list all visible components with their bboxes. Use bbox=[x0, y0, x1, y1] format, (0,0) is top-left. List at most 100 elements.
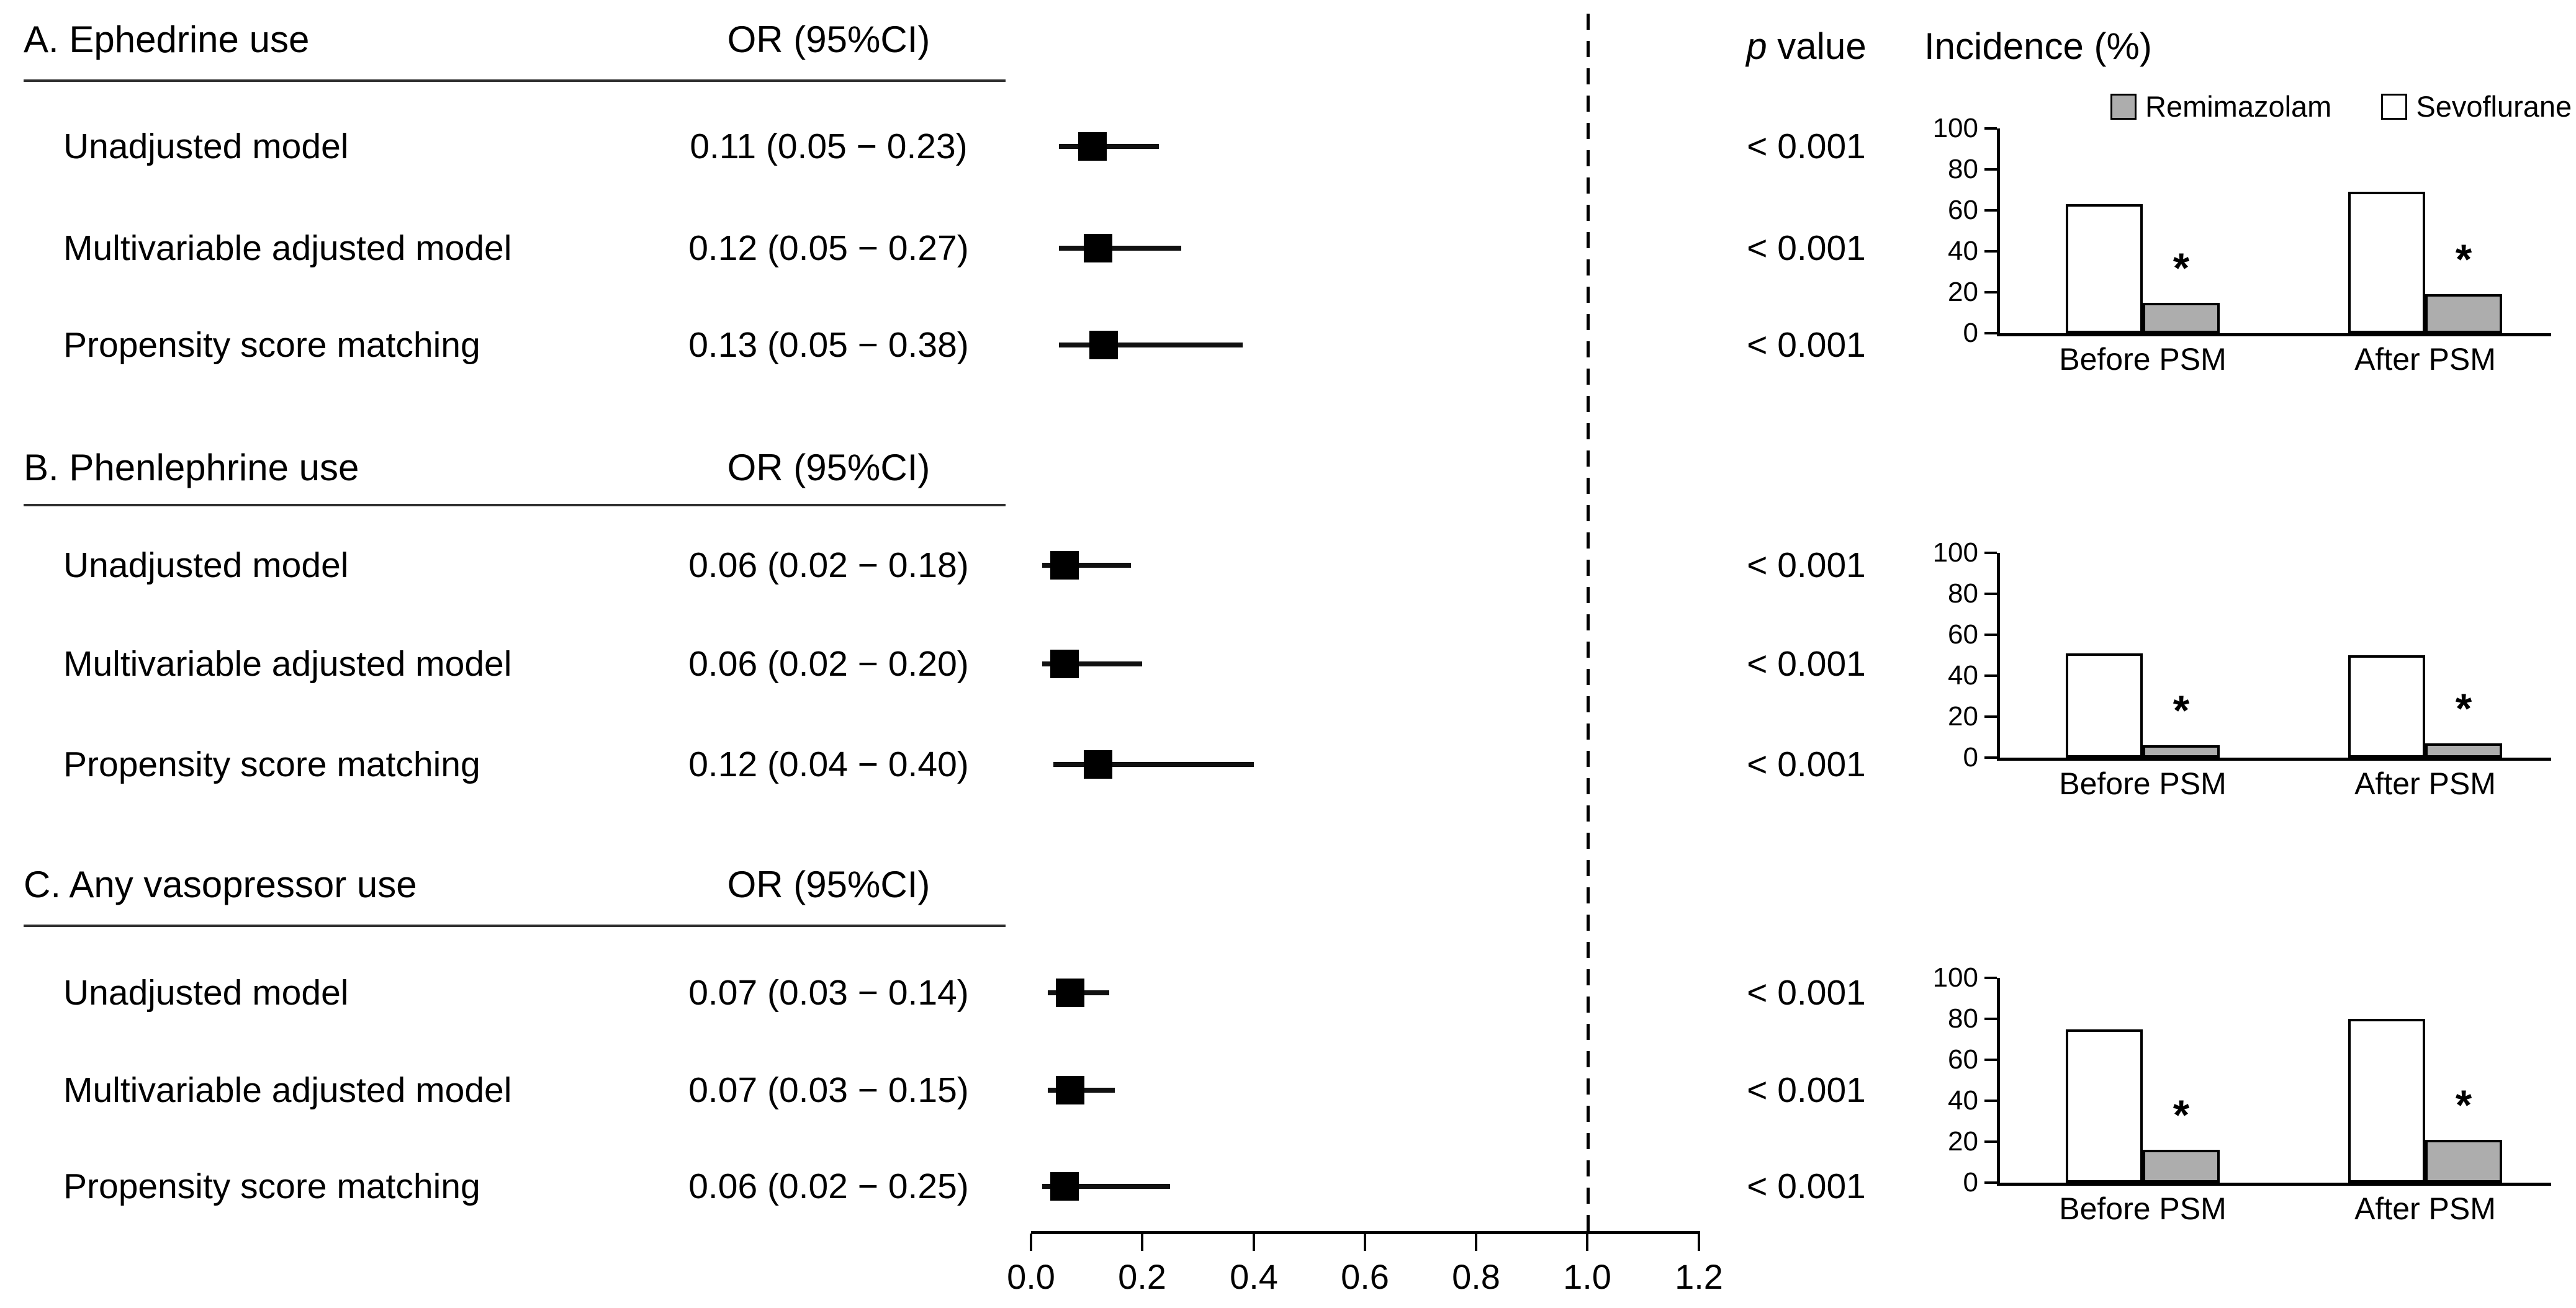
row-label: Unadjusted model bbox=[63, 545, 349, 585]
row-label: Multivariable adjusted model bbox=[63, 1070, 512, 1110]
section-a-rule bbox=[24, 79, 1006, 82]
bar-y-tick-label: 20 bbox=[1948, 277, 1978, 307]
or-value: 0.06 (0.02 − 0.18) bbox=[688, 545, 969, 585]
p-value-header: p value bbox=[1701, 24, 1912, 69]
bar-remimazolam bbox=[2143, 1150, 2220, 1183]
or-marker bbox=[1050, 650, 1079, 678]
bar-sevoflurane bbox=[2348, 192, 2425, 333]
bar-y-tick-label: 20 bbox=[1948, 1126, 1978, 1157]
row-label: Multivariable adjusted model bbox=[63, 228, 512, 268]
axis-tick-label: 0.6 bbox=[1341, 1257, 1389, 1296]
axis-tick bbox=[1475, 1234, 1477, 1251]
bar-y-tick bbox=[1984, 1181, 1997, 1184]
row-label: Unadjusted model bbox=[63, 127, 349, 166]
axis-tick bbox=[1364, 1234, 1366, 1251]
reference-line-or-1 bbox=[1587, 14, 1590, 1234]
bar-y-axis bbox=[1997, 978, 2000, 1186]
ci-line bbox=[1042, 1184, 1171, 1189]
bar-y-tick-label: 100 bbox=[1932, 962, 1978, 993]
bar-x-axis bbox=[1997, 333, 2551, 336]
p-value: < 0.001 bbox=[1747, 325, 1866, 365]
or-value: 0.07 (0.03 − 0.14) bbox=[688, 973, 969, 1013]
bar-y-tick-label: 60 bbox=[1948, 195, 1978, 225]
ci-line bbox=[1053, 762, 1254, 767]
bar-y-tick bbox=[1984, 674, 1997, 677]
p-value: < 0.001 bbox=[1747, 644, 1866, 684]
bar-y-tick-label: 80 bbox=[1948, 578, 1978, 609]
p-value: < 0.001 bbox=[1747, 127, 1866, 166]
bar-y-tick bbox=[1984, 715, 1997, 718]
axis-tick bbox=[1030, 1234, 1032, 1251]
bar-remimazolam bbox=[2143, 302, 2220, 333]
or-value: 0.06 (0.02 − 0.20) bbox=[688, 644, 969, 684]
bar-remimazolam bbox=[2425, 743, 2502, 758]
bar-category-label: After PSM bbox=[2354, 342, 2496, 377]
legend-label-sevoflurane: Sevoflurane bbox=[2416, 90, 2572, 123]
p-value: < 0.001 bbox=[1747, 973, 1866, 1013]
bar-sevoflurane bbox=[2348, 655, 2425, 758]
bar-remimazolam bbox=[2425, 294, 2502, 333]
bar-y-tick-label: 80 bbox=[1948, 1003, 1978, 1034]
bar-y-tick bbox=[1984, 127, 1997, 130]
axis-tick-label: 0.8 bbox=[1452, 1257, 1500, 1296]
bar-y-tick-label: 60 bbox=[1948, 1044, 1978, 1075]
bar-y-tick bbox=[1984, 168, 1997, 171]
axis-tick bbox=[1586, 1234, 1588, 1251]
p-value-header-rest: value bbox=[1767, 25, 1867, 67]
bar-y-tick bbox=[1984, 977, 1997, 979]
chart-legend: Remimazolam Sevoflurane bbox=[2110, 91, 2572, 123]
bar-sevoflurane bbox=[2348, 1019, 2425, 1183]
bar-y-tick bbox=[1984, 593, 1997, 595]
bar-y-axis bbox=[1997, 128, 2000, 336]
bar-y-tick bbox=[1984, 756, 1997, 759]
section-c-title: C. Any vasopressor use bbox=[24, 864, 417, 905]
axis-tick-label: 0.0 bbox=[1007, 1257, 1055, 1296]
significance-asterisk: * bbox=[2173, 1091, 2190, 1139]
axis-tick-label: 0.2 bbox=[1118, 1257, 1166, 1296]
bar-y-tick bbox=[1984, 332, 1997, 334]
or-value: 0.06 (0.02 − 0.25) bbox=[688, 1167, 969, 1206]
section-b-rule bbox=[24, 504, 1006, 506]
bar-sevoflurane bbox=[2066, 204, 2143, 333]
bar-y-tick bbox=[1984, 552, 1997, 554]
bar-sevoflurane bbox=[2066, 653, 2143, 758]
bar-y-tick-label: 40 bbox=[1948, 1085, 1978, 1116]
row-label: Propensity score matching bbox=[63, 1167, 480, 1206]
bar-sevoflurane bbox=[2066, 1029, 2143, 1183]
bar-y-tick-label: 100 bbox=[1932, 537, 1978, 568]
bar-y-tick bbox=[1984, 250, 1997, 253]
sevoflurane-swatch-icon bbox=[2381, 94, 2408, 120]
p-value: < 0.001 bbox=[1747, 1070, 1866, 1110]
or-value: 0.12 (0.05 − 0.27) bbox=[688, 228, 969, 268]
bar-y-axis bbox=[1997, 553, 2000, 761]
legend-label-remimazolam: Remimazolam bbox=[2145, 90, 2332, 123]
bar-y-tick bbox=[1984, 291, 1997, 293]
bar-y-tick-label: 80 bbox=[1948, 154, 1978, 184]
bar-y-tick-label: 60 bbox=[1948, 619, 1978, 650]
or-value: 0.11 (0.05 − 0.23) bbox=[690, 127, 968, 166]
or-marker bbox=[1055, 979, 1084, 1007]
section-b-or-header: OR (95%CI) bbox=[727, 447, 930, 488]
or-marker bbox=[1050, 1172, 1079, 1201]
or-marker bbox=[1050, 551, 1079, 580]
row-label: Propensity score matching bbox=[63, 325, 480, 365]
bar-y-tick bbox=[1984, 1100, 1997, 1102]
bar-y-tick-label: 40 bbox=[1948, 236, 1978, 266]
axis-tick bbox=[1141, 1234, 1143, 1251]
bar-category-label: Before PSM bbox=[2059, 1191, 2227, 1226]
p-value: < 0.001 bbox=[1747, 745, 1866, 784]
p-value: < 0.001 bbox=[1747, 228, 1866, 268]
ci-line bbox=[1058, 343, 1243, 347]
section-a-or-header: OR (95%CI) bbox=[727, 19, 930, 60]
bar-category-label: Before PSM bbox=[2059, 766, 2227, 801]
bar-y-tick-label: 100 bbox=[1932, 113, 1978, 143]
p-value: < 0.001 bbox=[1747, 545, 1866, 585]
row-label: Propensity score matching bbox=[63, 745, 480, 784]
axis-tick-label: 0.4 bbox=[1230, 1257, 1278, 1296]
bar-y-tick bbox=[1984, 1018, 1997, 1020]
or-value: 0.13 (0.05 − 0.38) bbox=[688, 325, 969, 365]
row-label: Multivariable adjusted model bbox=[63, 644, 512, 684]
row-label: Unadjusted model bbox=[63, 973, 349, 1013]
p-value: < 0.001 bbox=[1747, 1167, 1866, 1206]
